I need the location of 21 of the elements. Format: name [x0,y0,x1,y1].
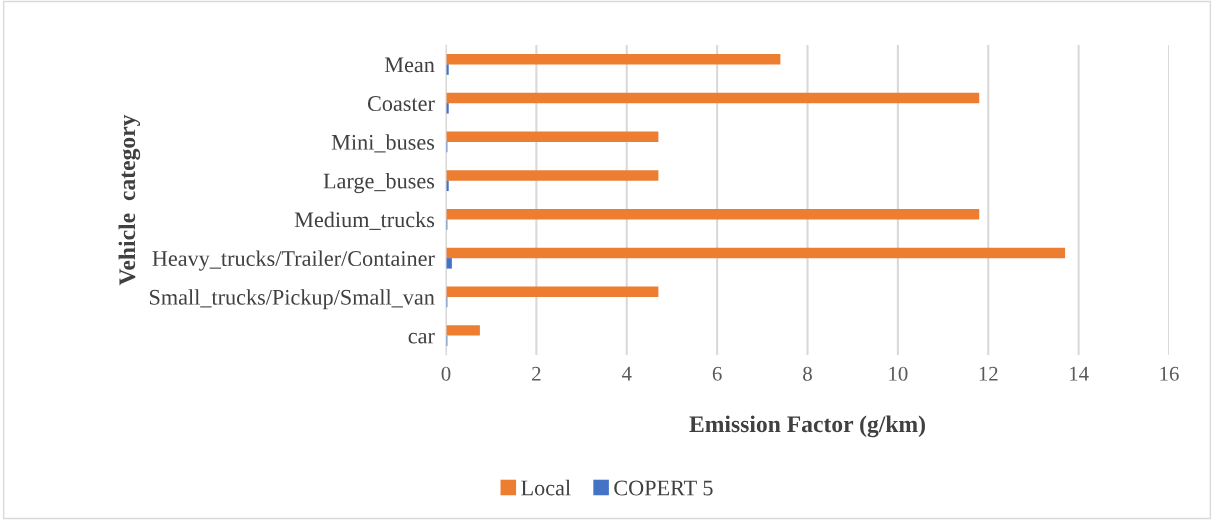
x-tick-label: 8 [803,366,812,381]
y-tick-label: Small_trucks/Pickup/Small_van [149,289,435,310]
y-tick-label: Heavy_trucks/Trailer/Container [152,250,435,271]
y-tick-label: Medium_trucks [294,211,435,230]
y-tick-label: Mean [384,57,435,73]
x-tick-label: 2 [532,366,541,381]
legend-label: COPERT 5 [614,480,713,496]
x-tick-label: 12 [979,366,998,381]
y-tick-label: car [408,332,435,344]
x-tick-label: 0 [441,366,451,381]
x-tick-label: 6 [712,366,722,381]
y-tick-label: Coaster [367,96,435,112]
y-axis-title: Vehicle category [118,114,141,286]
y-tick-label: Mini_buses [331,134,435,153]
y-tick-label: Large_buses [323,172,435,194]
x-tick-label: 14 [1070,366,1089,381]
x-axis-title: Emission Factor (g/km) [689,415,925,438]
x-tick-label: 10 [889,366,908,381]
x-tick-label: 16 [1160,366,1179,381]
x-tick-label: 4 [621,366,632,381]
legend-label: Local [521,479,571,496]
